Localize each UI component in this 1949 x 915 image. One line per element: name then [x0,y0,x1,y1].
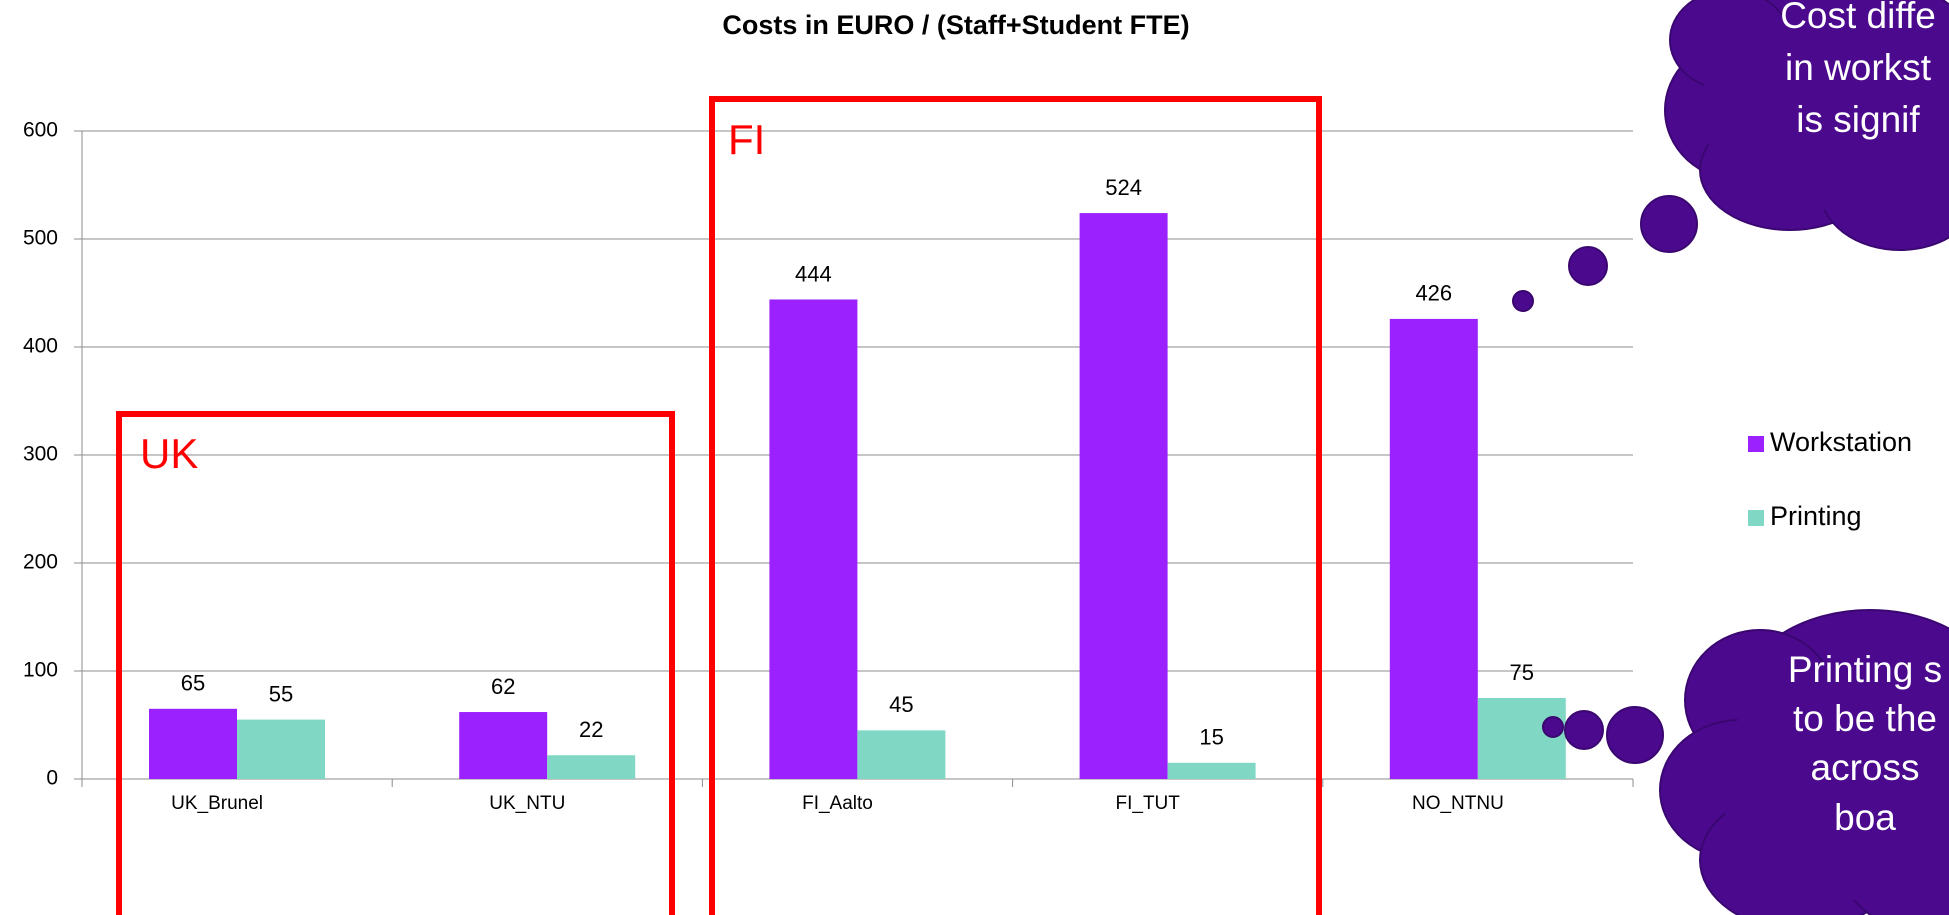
bar [1080,213,1168,779]
callout-text: boa [1834,797,1896,838]
callout-text: Printing s [1788,649,1942,690]
x-tick-label: FI_TUT [1116,793,1181,814]
data-label: 22 [579,717,603,742]
group-label: FI [728,116,765,163]
x-tick-label: UK_Brunel [171,793,263,814]
y-tick-label: 500 [23,227,58,250]
bar [1168,763,1256,779]
data-label: 65 [181,671,205,696]
y-tick-label: 0 [46,767,58,790]
bar [769,299,857,779]
bar [1478,698,1566,779]
legend-swatch [1748,510,1764,526]
x-tick-label: UK_NTU [489,793,565,814]
callout-text: to be the [1793,698,1937,739]
x-tick-label: FI_Aalto [802,793,873,814]
legend-swatch [1748,436,1764,452]
bar [1390,319,1478,779]
group-label: UK [140,430,198,477]
bar [237,720,325,779]
y-tick-label: 600 [23,119,58,142]
y-tick-label: 100 [23,659,58,682]
data-label: 62 [491,674,515,699]
bar [547,755,635,779]
bar [149,709,237,779]
legend-label: Workstation [1770,427,1912,457]
y-tick-label: 400 [23,335,58,358]
bar [857,730,945,779]
data-label: 45 [889,692,913,717]
callout-text: across [1811,747,1920,788]
group-box [119,414,672,915]
chart-title: Costs in EURO / (Staff+Student FTE) [722,10,1189,40]
data-label: 524 [1105,175,1142,200]
data-label: 55 [269,681,293,706]
callout-text: Cost diffe [1780,0,1936,36]
plot-area: 0 100 200 300 400 500 600 UK_Brunel 65 55 UK_NTU 62… [23,119,1633,814]
bar [459,712,547,779]
data-label: 75 [1510,660,1534,685]
chart: Costs in EURO / (Staff+Student FTE) 0 100… [0,0,1949,915]
data-label: 15 [1199,725,1223,750]
callout-text: is signif [1796,99,1920,140]
data-label: 426 [1415,281,1452,306]
data-label: 444 [795,261,832,286]
y-tick-label: 300 [23,443,58,466]
callout-text: in workst [1785,47,1932,88]
x-tick-label: NO_NTNU [1412,793,1504,814]
callout-text-group: Cost diffe in workst is signif Printing s to… [1780,0,1942,838]
legend-label: Printing [1770,501,1862,531]
y-tick-label: 200 [23,551,58,574]
